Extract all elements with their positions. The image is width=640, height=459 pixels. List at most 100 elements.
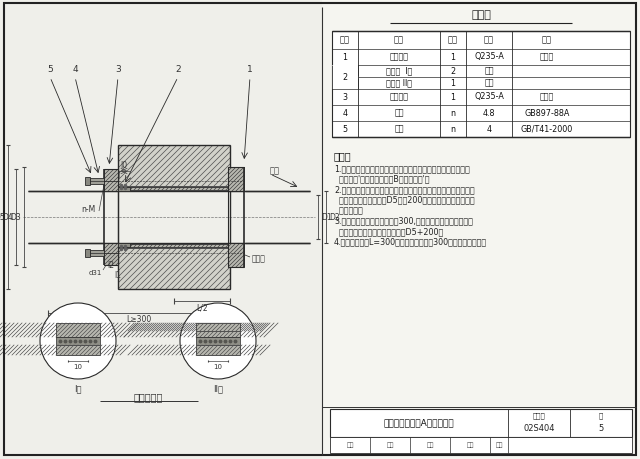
Bar bbox=[118, 243, 130, 247]
Text: d31: d31 bbox=[88, 270, 102, 276]
Text: 橡胶: 橡胶 bbox=[484, 78, 493, 88]
Bar bbox=[196, 345, 240, 355]
Text: 1: 1 bbox=[451, 78, 456, 88]
Text: 批准: 批准 bbox=[387, 442, 394, 448]
Text: 备注: 备注 bbox=[542, 35, 552, 45]
Bar bbox=[85, 249, 90, 257]
Bar bbox=[332, 31, 630, 137]
Text: 3: 3 bbox=[342, 93, 348, 101]
Text: 5: 5 bbox=[598, 424, 604, 433]
Polygon shape bbox=[118, 244, 230, 247]
Text: 密封圈 II型: 密封圈 II型 bbox=[386, 78, 412, 88]
Text: 页: 页 bbox=[599, 413, 603, 420]
Text: 5: 5 bbox=[47, 65, 53, 73]
Text: 说明：: 说明： bbox=[334, 151, 351, 161]
Text: 校对: 校对 bbox=[426, 442, 434, 448]
Text: 设计: 设计 bbox=[495, 442, 503, 448]
Text: 3: 3 bbox=[115, 65, 121, 73]
Bar bbox=[85, 177, 90, 185]
Text: 见本图集'柔性防水套管（B型）安装图'。: 见本图集'柔性防水套管（B型）安装图'。 bbox=[334, 174, 429, 184]
Bar bbox=[0, 0, 322, 459]
Polygon shape bbox=[118, 248, 230, 289]
Text: 数量: 数量 bbox=[448, 35, 458, 45]
Text: L≥300: L≥300 bbox=[126, 315, 152, 325]
Text: Q235-A: Q235-A bbox=[474, 93, 504, 101]
Text: n: n bbox=[451, 124, 456, 134]
Text: 名称: 名称 bbox=[394, 35, 404, 45]
Bar bbox=[90, 178, 104, 184]
Text: 4: 4 bbox=[72, 65, 78, 73]
Text: D1: D1 bbox=[321, 213, 332, 222]
Text: 2: 2 bbox=[342, 73, 348, 82]
Text: 4: 4 bbox=[342, 108, 348, 118]
Text: 1: 1 bbox=[451, 52, 456, 62]
Text: 2.套管穿墙处如遇非混凝土墙壁时，应局部改用混凝土墙壁，其浇: 2.套管穿墙处如遇非混凝土墙壁时，应局部改用混凝土墙壁，其浇 bbox=[334, 185, 475, 194]
Bar bbox=[330, 409, 632, 437]
Polygon shape bbox=[118, 145, 230, 186]
Text: 边加厚，加厚部分的直径至少为D5+200。: 边加厚，加厚部分的直径至少为D5+200。 bbox=[334, 227, 444, 236]
Text: GB897-88A: GB897-88A bbox=[524, 108, 570, 118]
Bar bbox=[196, 323, 240, 337]
Text: D3: D3 bbox=[10, 213, 21, 222]
Text: 1.当迎水面为腐蚀性介质时，可采用封堵材料将缝隙封堵，做法: 1.当迎水面为腐蚀性介质时，可采用封堵材料将缝隙封堵，做法 bbox=[334, 164, 470, 173]
Text: 密封圈结构: 密封圈结构 bbox=[133, 392, 163, 402]
Text: D5: D5 bbox=[0, 213, 5, 222]
Text: l0: l0 bbox=[120, 161, 127, 169]
Text: Q235-A: Q235-A bbox=[474, 52, 504, 62]
Text: 10: 10 bbox=[74, 364, 83, 370]
Text: 2: 2 bbox=[175, 65, 181, 73]
Text: 注范围应比翼环直径（D5）大200，而且必须将套管一次浇: 注范围应比翼环直径（D5）大200，而且必须将套管一次浇 bbox=[334, 196, 475, 205]
Text: 钢管: 钢管 bbox=[270, 167, 280, 175]
Bar bbox=[322, 0, 640, 459]
Text: 螺母: 螺母 bbox=[394, 124, 404, 134]
Text: 02S404: 02S404 bbox=[524, 424, 555, 433]
Text: l1: l1 bbox=[115, 270, 122, 280]
Text: 1: 1 bbox=[451, 93, 456, 101]
Text: 序号: 序号 bbox=[340, 35, 350, 45]
Bar bbox=[196, 323, 240, 331]
Text: 1: 1 bbox=[247, 65, 253, 73]
Text: 固于墙内。: 固于墙内。 bbox=[334, 206, 363, 215]
Text: D2: D2 bbox=[329, 213, 340, 222]
Bar bbox=[90, 250, 104, 256]
Polygon shape bbox=[104, 169, 118, 191]
Bar bbox=[332, 65, 358, 89]
Text: 法兰套管: 法兰套管 bbox=[390, 52, 408, 62]
Polygon shape bbox=[118, 187, 230, 190]
Polygon shape bbox=[228, 243, 244, 267]
Text: 密封圈  I型: 密封圈 I型 bbox=[386, 67, 412, 75]
Text: 迎水面: 迎水面 bbox=[252, 254, 266, 263]
Text: II型: II型 bbox=[213, 385, 223, 393]
Text: 10: 10 bbox=[214, 364, 223, 370]
Text: 4: 4 bbox=[486, 124, 492, 134]
Text: 柔性防水套管（A型）安装图: 柔性防水套管（A型）安装图 bbox=[384, 419, 454, 427]
Text: 螺柱: 螺柱 bbox=[394, 108, 404, 118]
Text: l2: l2 bbox=[108, 261, 115, 269]
Text: 图集号: 图集号 bbox=[532, 413, 545, 420]
Text: l: l bbox=[117, 170, 119, 179]
Text: 法兰压盖: 法兰压盖 bbox=[390, 93, 408, 101]
Text: L/2: L/2 bbox=[196, 303, 208, 313]
Text: 材料表: 材料表 bbox=[471, 10, 491, 20]
Text: n: n bbox=[451, 108, 456, 118]
Bar bbox=[56, 337, 100, 345]
Text: 1: 1 bbox=[342, 52, 348, 62]
Text: 焊接件: 焊接件 bbox=[540, 93, 554, 101]
Bar bbox=[196, 337, 240, 345]
Text: D4: D4 bbox=[3, 213, 13, 222]
Text: 2: 2 bbox=[342, 78, 348, 88]
Text: 材料: 材料 bbox=[484, 35, 494, 45]
Text: n-M: n-M bbox=[82, 205, 96, 213]
Text: I型: I型 bbox=[74, 385, 82, 393]
Text: 2: 2 bbox=[451, 67, 456, 75]
Text: 4.8: 4.8 bbox=[483, 108, 495, 118]
Text: 审核: 审核 bbox=[346, 442, 354, 448]
Bar bbox=[330, 437, 632, 453]
Text: GB/T41-2000: GB/T41-2000 bbox=[521, 124, 573, 134]
Bar bbox=[118, 187, 130, 191]
Text: 橡胶: 橡胶 bbox=[484, 67, 493, 75]
Circle shape bbox=[180, 303, 256, 379]
Polygon shape bbox=[104, 243, 118, 265]
Text: 审查: 审查 bbox=[467, 442, 474, 448]
Text: 焊接件: 焊接件 bbox=[540, 52, 554, 62]
